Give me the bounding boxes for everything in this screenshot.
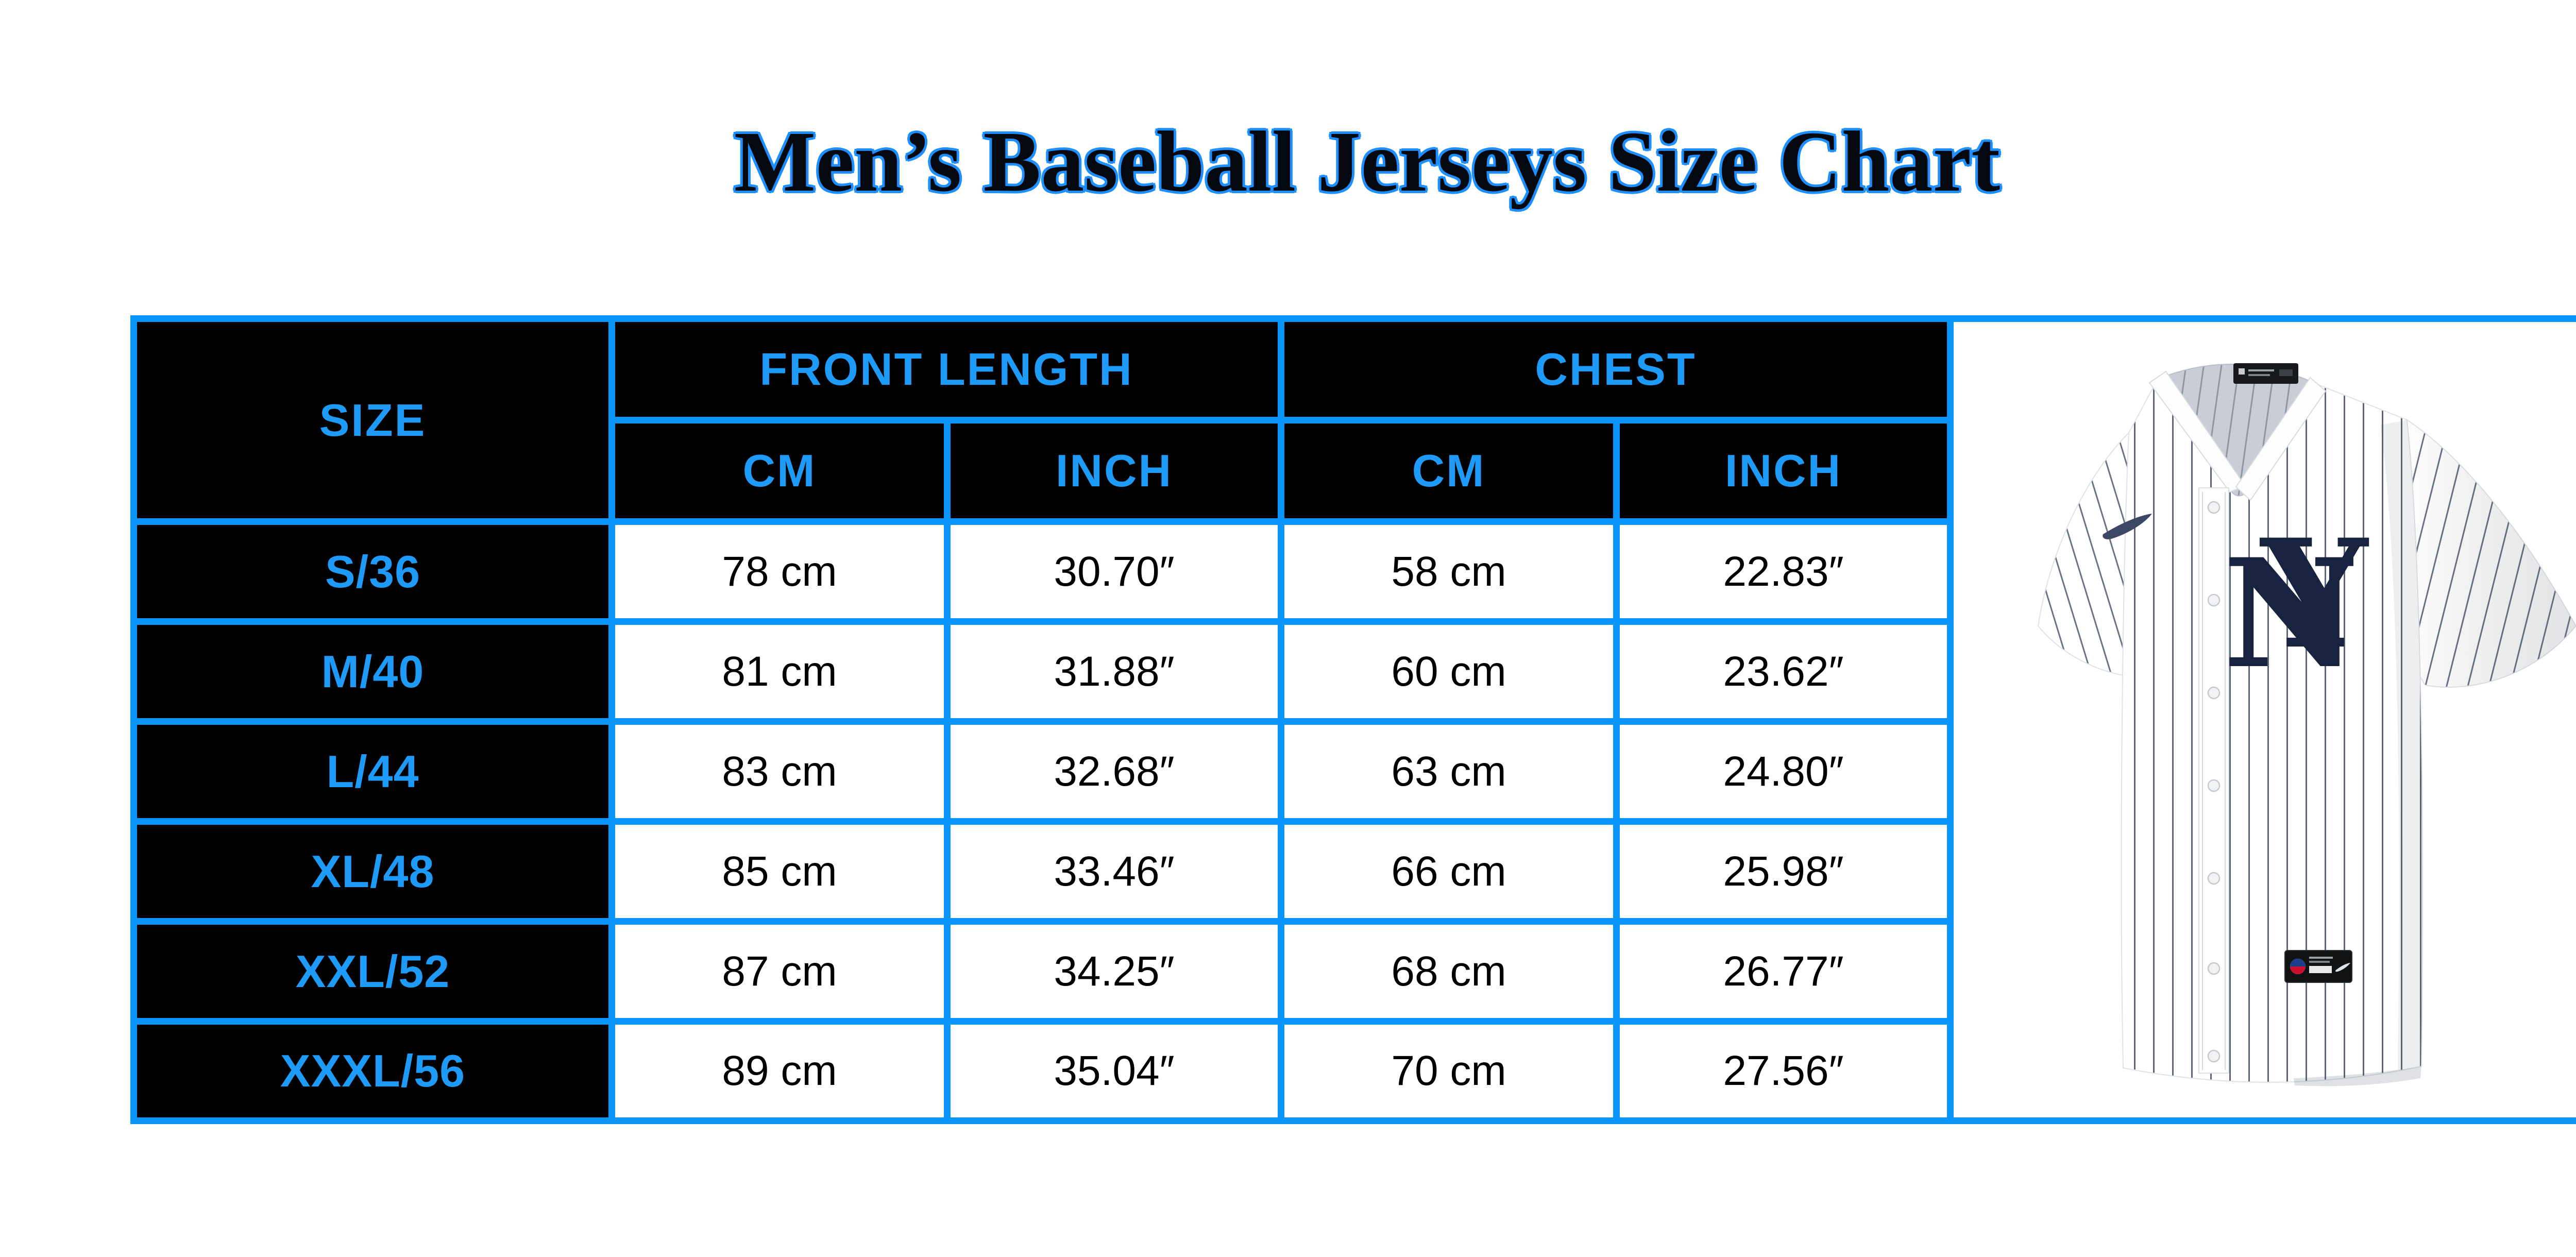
chest-cm-cell: 70 cm (1284, 1025, 1613, 1117)
jersey-neck-tag (2233, 363, 2298, 384)
chest-cm-cell: 58 cm (1284, 525, 1613, 618)
chest-cm-cell: 66 cm (1284, 825, 1613, 918)
page-title: Men’s Baseball Jerseys Size Chart (734, 114, 2001, 210)
front-length-cm-cell: 78 cm (615, 525, 944, 618)
front-length-cm-cell: 83 cm (615, 725, 944, 818)
jersey-button (2207, 501, 2221, 514)
jersey-button (2207, 779, 2221, 792)
ny-logo-y: Y (2259, 507, 2371, 682)
front-length-inch-cell: 30.70″ (951, 525, 1278, 618)
jersey-buttons (2207, 501, 2221, 1063)
size-cell: L/44 (137, 725, 608, 818)
front-length-inch-cell: 33.46″ (951, 825, 1278, 918)
jersey-button (2207, 686, 2221, 700)
header-front-inch: INCH (951, 423, 1278, 518)
size-cell: XXL/52 (137, 925, 608, 1018)
jersey-photo-panel: N Y (1954, 322, 2576, 1117)
chest-cm-cell: 68 cm (1284, 925, 1613, 1018)
chest-inch-cell: 23.62″ (1620, 625, 1947, 718)
chest-cm-cell: 60 cm (1284, 625, 1613, 718)
front-length-cm-cell: 87 cm (615, 925, 944, 1018)
jersey-collar-right (2235, 377, 2327, 501)
header-front-length: FRONT LENGTH (615, 322, 1278, 417)
jersey-jock-tag (2284, 950, 2352, 983)
size-chart-table: SIZE FRONT LENGTH CHEST CM INCH CM INCH (130, 315, 2576, 1124)
front-length-inch-cell: 35.04″ (951, 1025, 1278, 1117)
size-cell: XL/48 (137, 825, 608, 918)
jersey-body-right-shade (2380, 420, 2423, 1070)
header-size: SIZE (137, 322, 608, 518)
jersey-button (2207, 593, 2221, 607)
front-length-cm-cell: 85 cm (615, 825, 944, 918)
header-chest-cm: CM (1284, 423, 1613, 518)
ny-logo: N Y (2223, 507, 2370, 702)
jersey-button (2207, 962, 2221, 975)
header-front-cm: CM (615, 423, 944, 518)
front-length-inch-cell: 32.68″ (951, 725, 1278, 818)
chest-inch-cell: 27.56″ (1620, 1025, 1947, 1117)
jersey-body (2121, 364, 2424, 1083)
chest-inch-cell: 25.98″ (1620, 825, 1947, 918)
size-cell: S/36 (137, 525, 608, 618)
nike-swoosh-icon (2103, 514, 2152, 539)
jersey-button (2207, 1049, 2221, 1063)
size-cell: M/40 (137, 625, 608, 718)
jersey-button (2207, 872, 2221, 885)
chest-cm-cell: 63 cm (1284, 725, 1613, 818)
size-cell: XXXL/56 (137, 1025, 608, 1117)
header-chest-inch: INCH (1620, 423, 1947, 518)
header-chest: CHEST (1284, 322, 1947, 417)
chest-inch-cell: 22.83″ (1620, 525, 1947, 618)
front-length-cm-cell: 89 cm (615, 1025, 944, 1117)
jersey-hem-shade (2294, 1066, 2421, 1086)
ny-logo-n: N (2223, 526, 2359, 702)
jersey-right-sleeve-shade (2398, 420, 2576, 687)
chest-inch-cell: 24.80″ (1620, 725, 1947, 818)
front-length-inch-cell: 31.88″ (951, 625, 1278, 718)
front-length-inch-cell: 34.25″ (951, 925, 1278, 1018)
jersey-illustration: N Y (2037, 363, 2576, 1086)
front-length-cm-cell: 81 cm (615, 625, 944, 718)
chest-inch-cell: 26.77″ (1620, 925, 1947, 1018)
